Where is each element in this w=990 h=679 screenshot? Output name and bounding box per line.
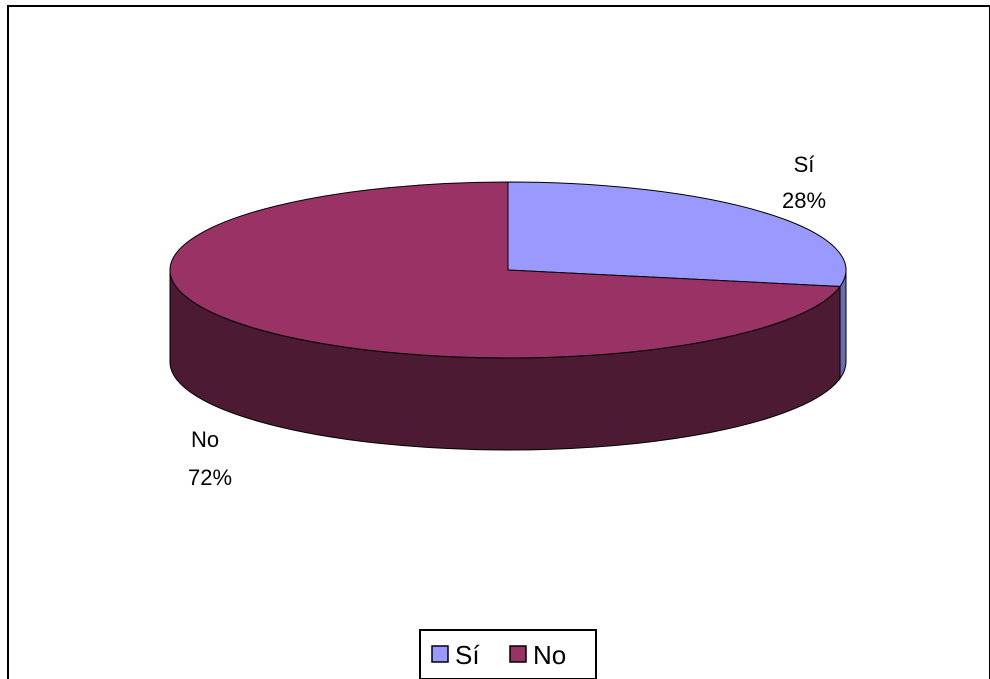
legend-swatch-si bbox=[431, 645, 449, 663]
pie-side-si bbox=[839, 269, 847, 381]
legend-label-si: Sí bbox=[455, 640, 480, 670]
pie-tops bbox=[169, 181, 847, 359]
slice-label-no-value: 72% bbox=[188, 465, 232, 490]
legend-swatch-no bbox=[509, 645, 527, 663]
legend-box bbox=[419, 629, 597, 679]
pie-slice-no bbox=[169, 181, 841, 359]
legend-label-no: No bbox=[533, 640, 566, 670]
slice-label-no-name: No bbox=[191, 427, 219, 452]
pie-slice-si bbox=[507, 181, 847, 288]
slice-label-si-value: 28% bbox=[782, 188, 826, 213]
slice-label-si-name: Sí bbox=[794, 152, 815, 177]
legend: Sí No bbox=[419, 629, 597, 679]
